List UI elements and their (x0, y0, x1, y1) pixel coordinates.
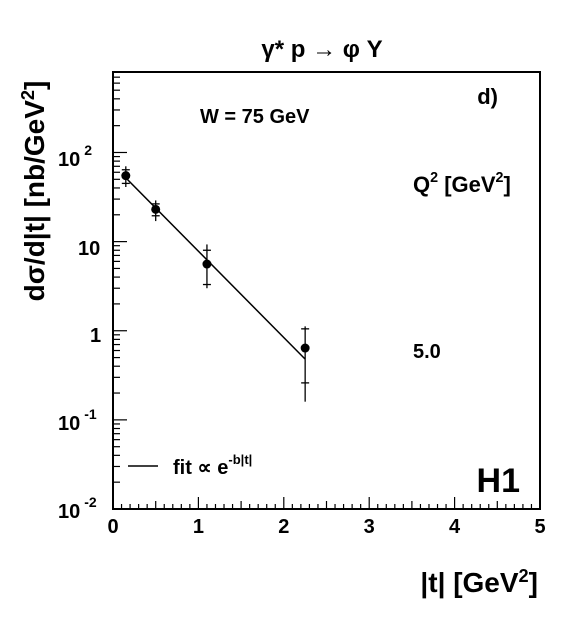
experiment-label: H1 (477, 462, 520, 500)
data-marker (300, 343, 310, 353)
data-point-0 (121, 166, 131, 188)
data-marker (202, 259, 212, 269)
svg-text:10-2: 10 -2 (58, 494, 97, 523)
q2-value: 5.0 (413, 341, 441, 363)
data-point-3 (300, 326, 310, 402)
x-tick-label: 3 (364, 516, 375, 538)
data-points (121, 166, 310, 402)
y-tick-label-1: 1 (90, 325, 101, 347)
x-tick-label: 0 (107, 516, 118, 538)
x-tick-label: 2 (278, 516, 289, 538)
y-axis (113, 71, 127, 510)
svg-text:10: 10 (78, 238, 100, 260)
chart-title: γ* p → φ Y (261, 36, 382, 63)
plot-frame (112, 71, 541, 510)
x-axis: 0 1 2 3 4 5 (107, 497, 546, 538)
y-tick-label-100: 10 2 (58, 142, 92, 171)
y-tick-label-10: 10 (78, 238, 100, 260)
x-tick-label: 1 (193, 516, 204, 538)
svg-text:1: 1 (90, 325, 101, 347)
y-tick-label-0.01: 10 -2 (58, 494, 97, 523)
data-marker (151, 204, 161, 214)
fit-curve (125, 177, 306, 360)
x-tick-label: 5 (534, 516, 545, 538)
y-tick-label-0.1: 10 -1 (58, 406, 97, 435)
fit-line (125, 177, 306, 360)
data-point-1 (151, 200, 161, 222)
legend-fit-label: fit ∝ e-b|t| (173, 452, 252, 479)
x-axis-label: |t| [GeV2] (420, 566, 538, 598)
q2-header: Q2 [GeV2] (413, 170, 511, 197)
panel-label: d) (477, 84, 498, 109)
x-tick-label: 4 (449, 516, 461, 538)
y-axis-label: dσ/d|t| [nb/GeV2] (18, 81, 50, 302)
data-point-2 (202, 244, 212, 289)
svg-text:10-1: 10 -1 (58, 406, 97, 435)
data-marker (121, 171, 131, 181)
legend: fit ∝ e-b|t| (128, 452, 252, 479)
svg-text:102: 10 2 (58, 142, 92, 171)
w-annotation: W = 75 GeV (200, 106, 310, 128)
